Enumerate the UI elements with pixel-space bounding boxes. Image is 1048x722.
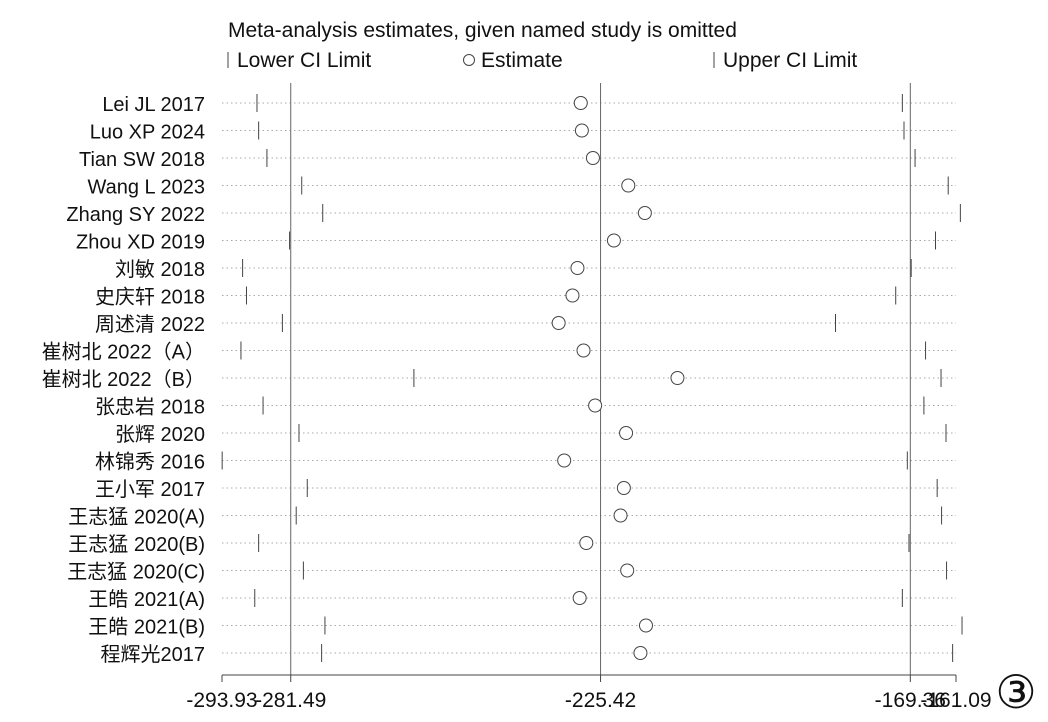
study-label: Luo XP 2024 <box>90 122 205 144</box>
study-row: 王皓 2021(A) <box>88 588 903 611</box>
estimate-point <box>579 536 594 550</box>
estimate-point <box>574 123 589 138</box>
study-row: Wang L 2023 <box>88 176 949 199</box>
study-label: Lei JL 2017 <box>102 94 205 116</box>
x-tick-labels: -293.93-281.49 -225.42 -169.36-161.09 <box>186 689 991 712</box>
study-label: 刘敏 2018 <box>115 258 205 281</box>
study-row: Lei JL 2017 <box>102 94 903 116</box>
legend-label-upper: Upper CI Limit <box>723 49 857 72</box>
study-row: 程辉光2017 <box>101 643 954 666</box>
estimate-point <box>576 343 591 358</box>
estimate-point <box>551 316 566 330</box>
estimate-point <box>620 563 635 578</box>
estimate-point <box>616 481 631 495</box>
study-label: 周述清 2022 <box>95 313 205 336</box>
study-row: 刘敏 2018 <box>115 258 912 281</box>
study-label: Zhou XD 2019 <box>76 232 205 254</box>
row-guides <box>222 102 956 654</box>
estimate-point <box>557 453 572 468</box>
estimate-point <box>613 508 628 523</box>
study-row: 张忠岩 2018 <box>95 396 925 419</box>
reference-lines <box>290 83 911 675</box>
estimate-point <box>588 398 603 413</box>
estimate-point <box>638 618 653 633</box>
study-label: 王小军 2017 <box>95 478 205 501</box>
study-label: Zhang SY 2022 <box>66 204 205 226</box>
estimate-point <box>570 261 585 275</box>
study-label: 崔树北 2022（B） <box>42 368 205 391</box>
x-tick-label-2: -225.42 <box>565 689 636 712</box>
chart-title: Meta-analysis estimates, given named stu… <box>228 19 737 42</box>
estimate-point <box>585 151 600 165</box>
legend-label-estimate: Estimate <box>481 49 563 72</box>
study-row: 崔树北 2022（B） <box>42 368 942 391</box>
study-label: 崔树北 2022（A） <box>42 341 205 364</box>
estimate-point <box>670 371 685 385</box>
x-tick-label-4: -161.09 <box>920 689 991 712</box>
study-row: 王小军 2017 <box>95 478 938 501</box>
panel-number-badge: ③ <box>995 665 1037 719</box>
study-row: 史庆轩 2018 <box>95 286 897 309</box>
study-label: 王志猛 2020(C) <box>67 561 205 584</box>
study-row: 林锦秀 2016 <box>95 451 908 474</box>
study-row: 周述清 2022 <box>95 313 836 336</box>
estimate-point <box>565 288 580 303</box>
study-row: Tian SW 2018 <box>79 149 916 171</box>
study-row: Zhang SY 2022 <box>66 204 961 226</box>
study-label: Tian SW 2018 <box>79 149 205 171</box>
study-label: 林锦秀 2016 <box>95 451 205 474</box>
study-row: 王志猛 2020(C) <box>67 561 948 584</box>
study-row: Luo XP 2024 <box>90 121 905 144</box>
estimate-point <box>621 178 636 193</box>
study-label: 张辉 2020 <box>115 423 205 446</box>
study-label: 王皓 2021(B) <box>88 616 205 639</box>
study-label: 史庆轩 2018 <box>95 286 205 309</box>
estimate-point <box>606 233 621 248</box>
study-label: 王志猛 2020(A) <box>68 506 205 529</box>
estimate-point <box>633 646 648 660</box>
estimate-point <box>573 96 588 110</box>
study-row: 王志猛 2020(B) <box>68 533 910 556</box>
study-row: 王志猛 2020(A) <box>68 506 943 529</box>
study-label: 王志猛 2020(B) <box>68 533 205 556</box>
x-tick-label-1: -281.49 <box>255 689 326 712</box>
x-tick-label-3: -169.36 <box>875 689 946 712</box>
study-label: 张忠岩 2018 <box>95 396 205 419</box>
study-row: 崔树北 2022（A） <box>42 341 927 364</box>
estimate-point <box>637 206 652 220</box>
x-tick-label-0: -293.93 <box>186 689 257 712</box>
legend-marker-estimate <box>463 54 475 66</box>
study-row: 张辉 2020 <box>115 423 947 446</box>
study-row: Zhou XD 2019 <box>76 231 937 254</box>
estimate-point <box>572 591 587 605</box>
study-label: 程辉光2017 <box>101 643 206 666</box>
study-label: Wang L 2023 <box>88 177 206 199</box>
x-axis <box>221 674 957 682</box>
legend-label-lower: Lower CI Limit <box>237 49 371 72</box>
legend: Lower CI Limit Estimate Upper CI Limit <box>227 49 857 72</box>
study-label: 王皓 2021(A) <box>88 588 205 611</box>
study-row: 王皓 2021(B) <box>88 616 963 639</box>
study-rows: Lei JL 2017 Luo XP 2024 Tian SW 2018 Wang L… <box>42 94 963 666</box>
estimate-point <box>619 426 634 440</box>
